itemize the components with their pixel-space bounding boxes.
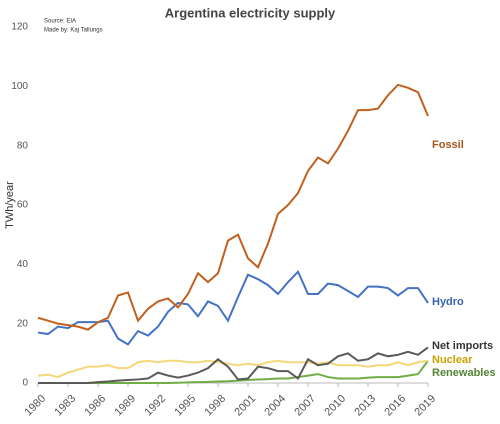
series-line: [38, 360, 429, 384]
x-tick-label: 1980: [22, 393, 48, 419]
y-tick-label: 80: [17, 140, 29, 151]
x-tick-label: 2019: [412, 393, 438, 419]
y-tick-label: 40: [17, 259, 29, 270]
series-label: Renewables: [432, 367, 496, 379]
y-tick-label: 0: [22, 378, 28, 389]
series-label: Hydro: [432, 296, 464, 308]
x-tick-label: 2001: [232, 393, 258, 419]
y-tick-label: 60: [17, 200, 29, 211]
x-tick-label: 2010: [322, 393, 348, 419]
source: Source: EIA: [44, 19, 76, 25]
series-line: [37, 83, 429, 331]
y-tick-label: 120: [11, 22, 28, 33]
x-tick-label: 2007: [292, 393, 318, 419]
x-tick-label: 1998: [202, 393, 228, 419]
y-axis-label: TWh/year: [4, 181, 16, 229]
x-tick-label: 1986: [82, 393, 108, 419]
series-label: Nuclear: [432, 354, 473, 366]
x-tick-label: 1983: [52, 393, 78, 419]
x-tick-label: 2016: [382, 393, 408, 419]
x-tick-label: 2013: [352, 393, 378, 419]
y-tick-label: 20: [17, 318, 29, 329]
x-tick-label: 1992: [142, 393, 168, 419]
series-line: [37, 359, 429, 379]
series-line: [37, 269, 429, 346]
x-tick-label: 1989: [112, 393, 138, 419]
x-tick-label: 2004: [262, 393, 288, 419]
series-label: Net imports: [432, 340, 493, 352]
chart-title: Argentina electricity supply: [165, 5, 336, 20]
y-tick-label: 100: [11, 81, 28, 92]
series-label: Fossil: [432, 139, 464, 151]
series-line: [38, 346, 429, 384]
x-tick-label: 1995: [172, 393, 198, 419]
author: Made by: Kaj Tallungs: [44, 28, 103, 34]
